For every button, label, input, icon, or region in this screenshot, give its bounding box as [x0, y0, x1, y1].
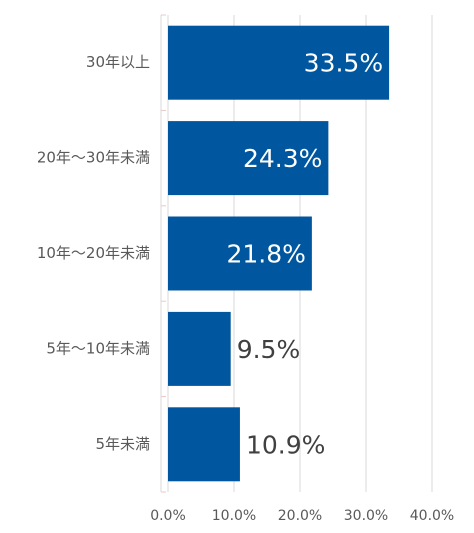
y-tick-label: 20年～30年未満	[37, 149, 150, 167]
value-label: 24.3%	[243, 144, 322, 173]
bar	[168, 25, 390, 100]
x-tick-label: 30.0%	[344, 508, 388, 524]
bar	[168, 311, 231, 386]
value-label: 10.9%	[246, 430, 325, 459]
bar	[168, 216, 312, 291]
y-tick-label: 30年以上	[86, 53, 150, 71]
bar	[168, 121, 329, 196]
y-tick-label: 5年～10年未満	[46, 339, 150, 357]
value-label: 9.5%	[237, 335, 301, 364]
value-label: 33.5%	[304, 49, 383, 78]
x-tick-label: 10.0%	[212, 508, 256, 524]
x-tick-label: 20.0%	[278, 508, 322, 524]
y-tick-label: 5年未満	[95, 435, 150, 453]
bar	[168, 407, 240, 482]
value-label: 21.8%	[226, 240, 305, 269]
x-tick-label: 40.0%	[410, 508, 454, 524]
x-tick-label: 0.0%	[150, 508, 186, 524]
y-tick-label: 10年～20年未満	[37, 244, 150, 262]
